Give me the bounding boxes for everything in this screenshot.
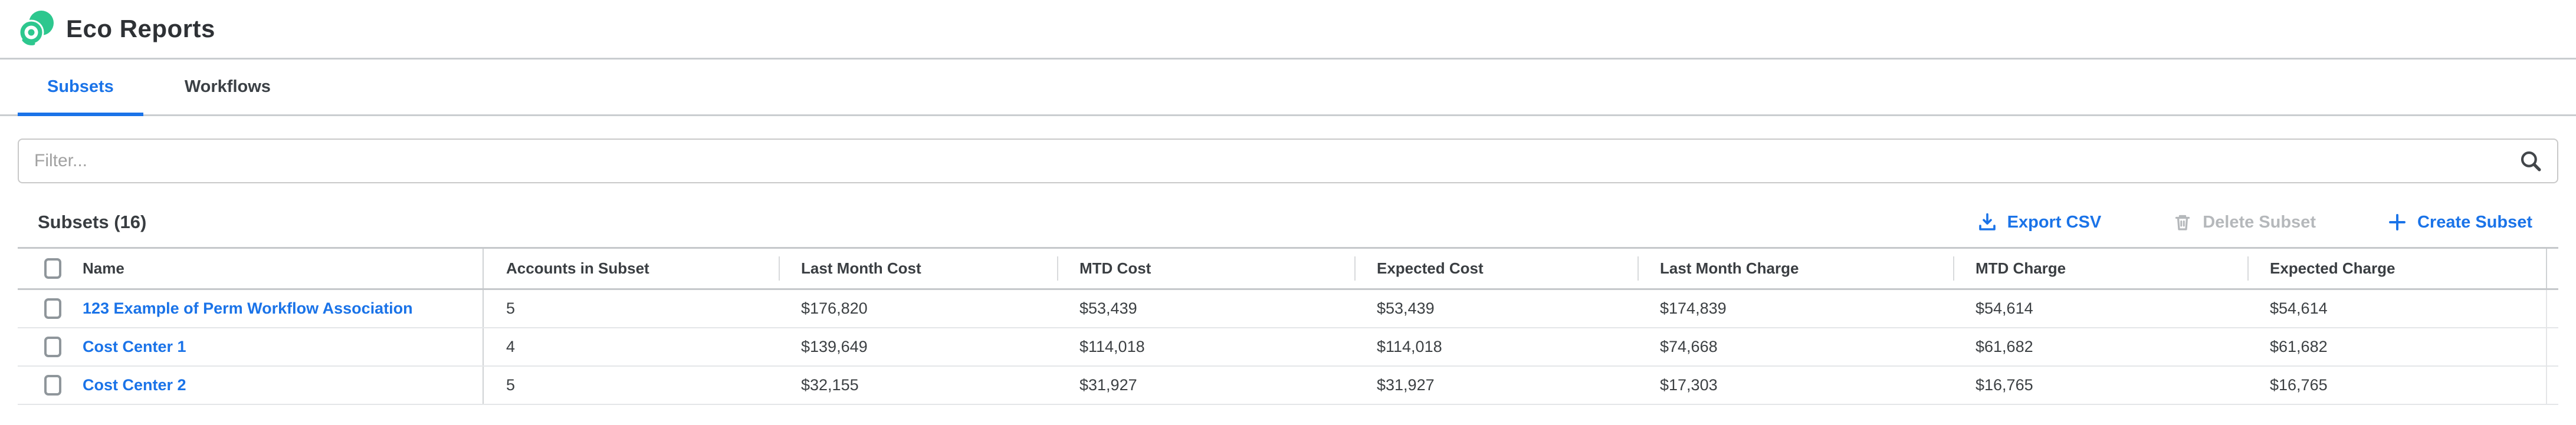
row-checkbox[interactable] (44, 375, 61, 396)
cell-name: 123 Example of Perm Workflow Association (18, 290, 484, 327)
cell-expected-cost: $31,927 (1377, 376, 1435, 394)
table-row: Cost Center 2 5 $32,155 $31,927 $31,927 … (18, 367, 2558, 405)
header-spacer (2546, 249, 2558, 288)
row-spacer (2546, 290, 2558, 327)
select-all-checkbox[interactable] (44, 258, 61, 279)
row-spacer (2546, 328, 2558, 365)
subset-link[interactable]: Cost Center 2 (83, 376, 186, 394)
header-name: Name (18, 249, 484, 288)
cell-expected-charge: $16,765 (2270, 376, 2328, 394)
cell-last-month-charge: $17,303 (1660, 376, 1718, 394)
app-header: Eco Reports (0, 0, 2576, 60)
cell-expected-cost: $114,018 (1377, 338, 1442, 355)
cell-mtd-charge: $61,682 (1976, 338, 2033, 355)
create-subset-label: Create Subset (2417, 212, 2532, 232)
cell-last-month-charge: $174,839 (1660, 299, 1727, 317)
create-subset-button[interactable]: Create Subset (2387, 212, 2532, 233)
trash-icon (2175, 215, 2190, 230)
cell-mtd-cost: $53,439 (1079, 299, 1137, 317)
export-csv-button[interactable]: Export CSV (1977, 212, 2102, 233)
cell-last-month-cost: $139,649 (801, 338, 868, 355)
page-title: Eco Reports (66, 15, 215, 42)
export-csv-label: Export CSV (2007, 212, 2102, 232)
cell-expected-cost: $53,439 (1377, 299, 1435, 317)
cell-expected-charge: $54,614 (2270, 299, 2328, 317)
table-row: 123 Example of Perm Workflow Association… (18, 290, 2558, 328)
tab-workflows[interactable]: Workflows (184, 77, 271, 96)
action-buttons: Export CSV Delete Subset Create Subset (1977, 212, 2558, 233)
cell-mtd-cost: $31,927 (1079, 376, 1137, 394)
cell-last-month-cost: $176,820 (801, 299, 868, 317)
cell-mtd-charge: $16,765 (1976, 376, 2033, 394)
plus-icon (2389, 214, 2406, 230)
search-icon[interactable] (2518, 149, 2543, 173)
eco-logo-icon (18, 11, 54, 45)
cell-last-month-cost: $32,155 (801, 376, 859, 394)
header-mtd-charge: MTD Charge (1953, 249, 2247, 288)
header-name-label: Name (83, 259, 124, 277)
table-header-row: Name Accounts in Subset Last Month Cost … (18, 249, 2558, 290)
cell-accounts: 4 (506, 338, 516, 355)
tab-subsets[interactable]: Subsets (18, 61, 143, 116)
cell-accounts: 5 (506, 376, 516, 394)
subset-link[interactable]: Cost Center 1 (83, 338, 186, 355)
filter-bar (18, 139, 2558, 183)
table-row: Cost Center 1 4 $139,649 $114,018 $114,0… (18, 328, 2558, 367)
section-bar: Subsets (16) Export CSV Delete Subset Cr… (18, 212, 2558, 233)
subsets-table: Name Accounts in Subset Last Month Cost … (18, 247, 2558, 405)
header-mtd-cost: MTD Cost (1057, 249, 1354, 288)
cell-name: Cost Center 2 (18, 367, 484, 404)
cell-name: Cost Center 1 (18, 328, 484, 365)
tab-bar: Subsets Workflows (0, 60, 2576, 116)
header-expected-cost: Expected Cost (1354, 249, 1638, 288)
header-last-month-charge: Last Month Charge (1638, 249, 1953, 288)
cell-accounts: 5 (506, 299, 516, 317)
row-spacer (2546, 367, 2558, 404)
section-title: Subsets (16) (38, 212, 147, 232)
filter-input[interactable] (18, 139, 2558, 183)
header-expected-charge: Expected Charge (2247, 249, 2546, 288)
cell-last-month-charge: $74,668 (1660, 338, 1718, 355)
cell-mtd-charge: $54,614 (1976, 299, 2033, 317)
header-last-month-cost: Last Month Cost (779, 249, 1057, 288)
subset-link[interactable]: 123 Example of Perm Workflow Association (83, 299, 413, 317)
download-icon (1978, 213, 1996, 230)
cell-mtd-cost: $114,018 (1079, 338, 1145, 355)
row-checkbox[interactable] (44, 298, 61, 319)
header-accounts-in-subset: Accounts in Subset (506, 259, 649, 277)
cell-expected-charge: $61,682 (2270, 338, 2328, 355)
delete-subset-button[interactable]: Delete Subset (2172, 212, 2316, 233)
delete-subset-label: Delete Subset (2203, 212, 2316, 232)
row-checkbox[interactable] (44, 337, 61, 357)
